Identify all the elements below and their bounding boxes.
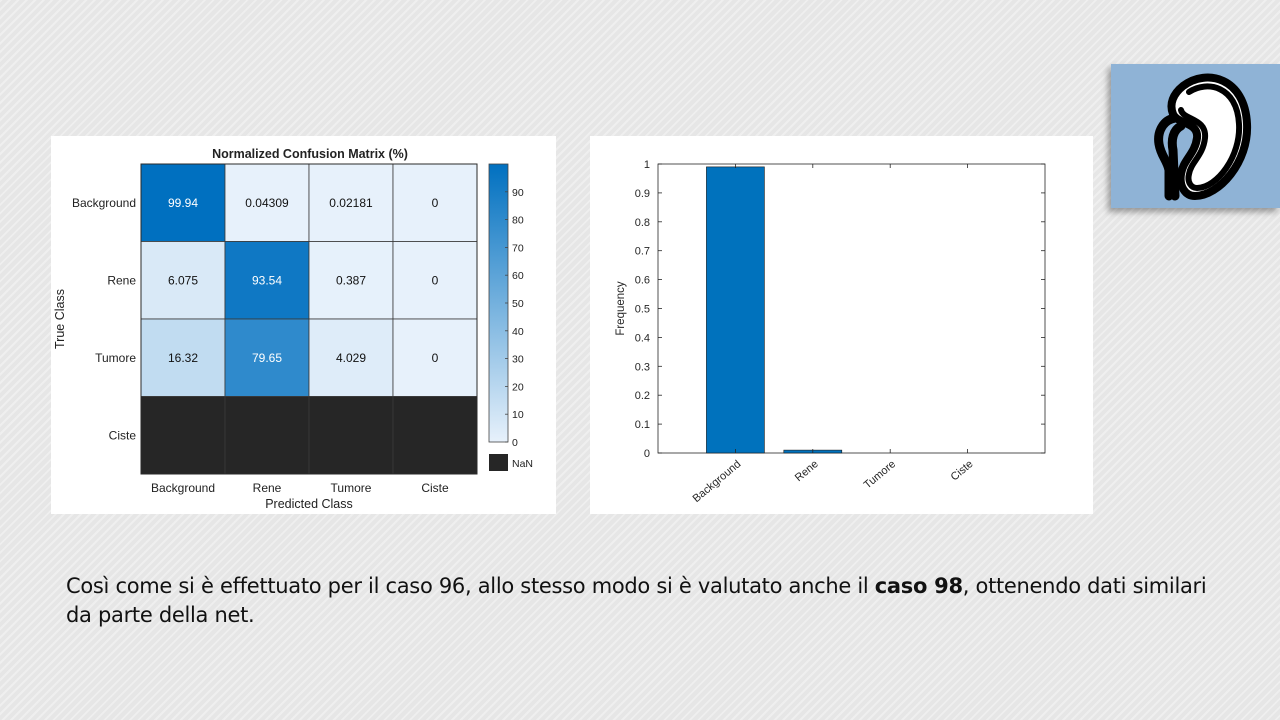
matrix-cell [140, 163, 226, 242]
row-label: Ciste [109, 428, 137, 442]
caption-text: Così come si è effettuato per il caso 96… [66, 572, 1226, 630]
matrix-cell [224, 163, 310, 242]
y-axis-label: True Class [53, 289, 67, 349]
x-tick-label: Rene [793, 458, 821, 484]
logo [1111, 64, 1280, 208]
kidney-icon [1154, 73, 1252, 201]
colorbar-tick-label: 0 [512, 437, 518, 449]
y-axis-label: Frequency [615, 281, 627, 336]
colorbar-tick-label: 80 [512, 215, 524, 227]
cell-value: 0.04309 [245, 196, 289, 210]
matrix-cell [308, 396, 394, 475]
caption-before: Così come si è effettuato per il caso 96… [66, 574, 875, 598]
cell-value: 4.029 [336, 351, 366, 365]
y-tick-label: 0.5 [635, 304, 650, 316]
cell-value: 0 [432, 273, 439, 287]
matrix-cell [224, 396, 310, 475]
column-label: Tumore [331, 481, 372, 495]
frequency-bar-chart: Background Rene Tumore Ciste 0 0.1 0.2 0.3 0.4 0.… [615, 159, 1046, 505]
chart-title: Normalized Confusion Matrix (%) [212, 147, 408, 161]
matrix-cell [224, 318, 310, 397]
x-tick-label: Tumore [862, 458, 898, 491]
matrix-cell [392, 163, 478, 242]
cell-value: 0 [432, 196, 439, 210]
caption-bold: caso 98 [874, 574, 963, 598]
y-tick-label: 0.1 [635, 419, 650, 431]
cell-value: 0 [432, 351, 439, 365]
cell-value: 16.32 [168, 351, 198, 365]
colorbar-tick-label: 40 [512, 326, 524, 338]
cell-value: 0.387 [336, 273, 366, 287]
y-tick-label: 0.9 [635, 188, 650, 200]
colorbar-tick-label: 90 [512, 187, 524, 199]
caption-after: , ottenendo dati similari da parte della… [66, 574, 1207, 627]
column-label: Rene [253, 481, 282, 495]
row-label: Tumore [95, 351, 136, 365]
cell-value: 6.075 [168, 273, 198, 287]
cell-value: 93.54 [252, 273, 282, 287]
cell-value: 79.65 [252, 351, 282, 365]
matrix-cell [392, 396, 478, 475]
bar [706, 166, 765, 454]
confusion-matrix-panel: Normalized Confusion Matrix (%) 99.94 0.04… [51, 136, 556, 514]
row-label: Background [72, 196, 136, 210]
matrix-frame [140, 163, 478, 475]
cell-value: 99.94 [168, 196, 198, 210]
y-tick-label: 0.3 [635, 361, 650, 373]
column-label: Background [151, 481, 215, 495]
cell-value: 0.02181 [329, 196, 373, 210]
nan-label: NaN [512, 458, 533, 470]
colorbar-tick-label: 60 [512, 270, 524, 282]
x-axis-label: Predicted Class [265, 497, 353, 511]
row-label: Rene [107, 273, 136, 287]
y-tick-label: 0.8 [635, 217, 650, 229]
matrix-cell [140, 396, 226, 475]
colorbar-tick-label: 20 [512, 381, 524, 393]
matrix-cell [224, 241, 310, 320]
matrix-cell [140, 241, 226, 320]
colorbar-tick-label: 10 [512, 409, 524, 421]
y-tick-label: 1 [644, 159, 650, 171]
x-tick-label: Background [691, 458, 744, 505]
colorbar-tick-label: 50 [512, 298, 524, 310]
x-tick-label: Ciste [949, 458, 976, 483]
y-tick-label: 0.2 [635, 390, 650, 402]
y-tick-label: 0.7 [635, 246, 650, 258]
matrix-cell [392, 241, 478, 320]
y-tick-label: 0 [644, 448, 650, 460]
y-tick-label: 0.6 [635, 275, 650, 287]
nan-swatch [489, 454, 508, 471]
colorbar-tick-label: 70 [512, 242, 524, 254]
colorbar-tick-label: 30 [512, 354, 524, 366]
column-label: Ciste [421, 481, 449, 495]
matrix-cell [392, 318, 478, 397]
y-tick-label: 0.4 [635, 332, 650, 344]
frequency-bar-panel: Background Rene Tumore Ciste 0 0.1 0.2 0.3 0.4 0.… [590, 136, 1093, 514]
confusion-matrix-chart: Normalized Confusion Matrix (%) 99.94 0.04… [53, 147, 533, 511]
